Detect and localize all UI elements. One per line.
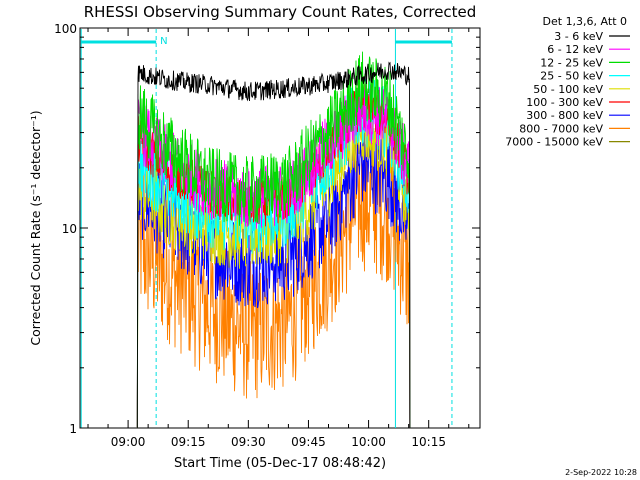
legend-entry: 300 - 800 keV [526,109,603,122]
y-tick-label: 10 [62,222,77,236]
x-tick-label: 09:00 [111,435,146,449]
night-label: N [160,36,167,47]
legend-entry: 6 - 12 keV [547,43,603,56]
series-line [136,135,411,429]
legend-entry: 3 - 6 keV [554,30,603,43]
y-tick-label: 100 [54,22,77,36]
footer-timestamp: 2-Sep-2022 10:28 [565,468,637,477]
y-axis-label: Corrected Count Rate (s⁻¹ detector⁻¹) [28,110,43,345]
x-tick-label: 09:30 [231,435,266,449]
x-tick-label: 09:15 [171,435,206,449]
legend-entry: 12 - 25 keV [540,56,603,69]
y-tick-label: 1 [69,422,77,436]
legend-entry: 800 - 7000 keV [519,122,603,135]
legend-entry: 7000 - 15000 keV [505,136,603,149]
chart-title: RHESSI Observing Summary Count Rates, Co… [84,3,477,21]
legend-entry: 50 - 100 keV [533,83,603,96]
x-axis-label: Start Time (05-Dec-17 08:48:42) [174,456,386,471]
legend-title: Det 1,3,6, Att 0 [543,15,627,28]
x-tick-label: 10:00 [351,435,386,449]
series-line [136,61,411,429]
legend-entry: 100 - 300 keV [526,96,603,109]
x-tick-label: 10:15 [411,435,446,449]
x-tick-label: 09:45 [291,435,326,449]
legend-entry: 25 - 50 keV [540,70,603,83]
